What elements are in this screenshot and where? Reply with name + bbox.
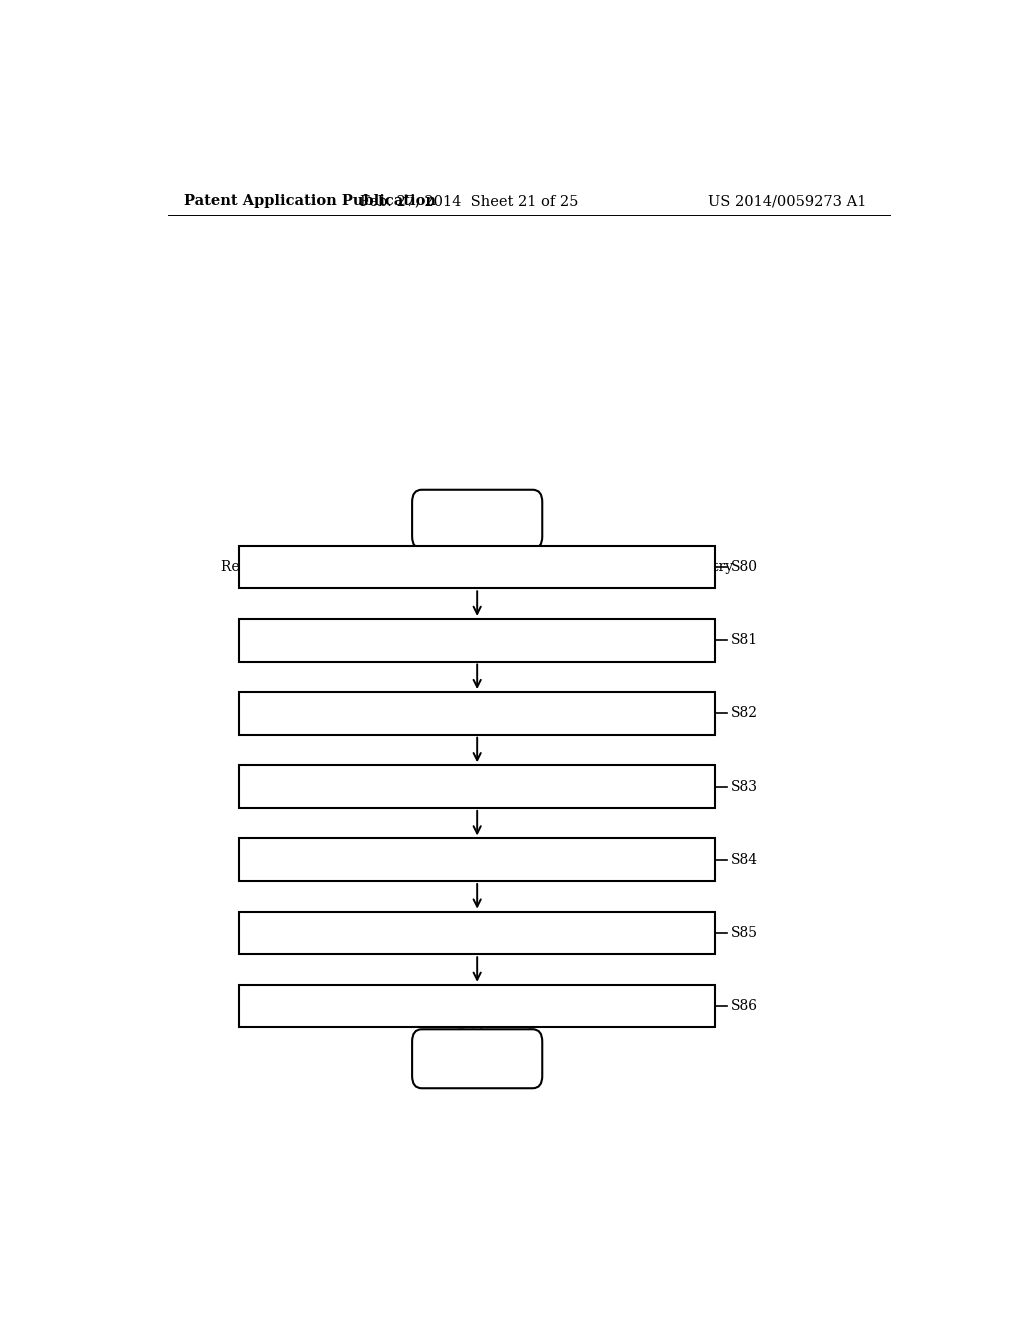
Text: Start writing first file data into data AU: Start writing first file data into data … bbox=[337, 780, 617, 793]
FancyBboxPatch shape bbox=[240, 912, 715, 954]
Text: S80: S80 bbox=[731, 560, 758, 574]
Text: End: End bbox=[462, 1052, 493, 1065]
Text: Receive second file writing request from application: Receive second file writing request from… bbox=[292, 853, 663, 867]
Text: S84: S84 bbox=[731, 853, 758, 867]
Text: US 2014/0059273 A1: US 2014/0059273 A1 bbox=[708, 194, 866, 209]
Text: Feb. 27, 2014  Sheet 21 of 25: Feb. 27, 2014 Sheet 21 of 25 bbox=[360, 194, 579, 209]
Text: Reserve data writing AU (data AU) different from AU for directory entry: Reserve data writing AU (data AU) differ… bbox=[221, 560, 733, 574]
Text: S85: S85 bbox=[731, 925, 758, 940]
Text: FIG. 28: FIG. 28 bbox=[410, 1001, 545, 1035]
FancyBboxPatch shape bbox=[412, 490, 543, 549]
Text: S86: S86 bbox=[731, 999, 758, 1012]
Text: Patent Application Publication: Patent Application Publication bbox=[183, 194, 435, 209]
FancyBboxPatch shape bbox=[240, 766, 715, 808]
Text: Receive first file writing request from application: Receive first file writing request from … bbox=[302, 634, 652, 647]
Text: Create file entry of first file in directory entry: Create file entry of first file in direc… bbox=[315, 706, 639, 721]
Text: Alternately write first file data and second file data into data AU: Alternately write first file data and se… bbox=[249, 999, 706, 1012]
FancyBboxPatch shape bbox=[240, 985, 715, 1027]
FancyBboxPatch shape bbox=[240, 838, 715, 880]
FancyBboxPatch shape bbox=[240, 692, 715, 735]
Text: Create file entry of second file in directory entry: Create file entry of second file in dire… bbox=[305, 925, 649, 940]
FancyBboxPatch shape bbox=[412, 1030, 543, 1088]
Text: Start: Start bbox=[458, 512, 497, 527]
FancyBboxPatch shape bbox=[240, 545, 715, 589]
Text: S81: S81 bbox=[731, 634, 758, 647]
Text: S83: S83 bbox=[731, 780, 758, 793]
Text: S82: S82 bbox=[731, 706, 758, 721]
FancyBboxPatch shape bbox=[240, 619, 715, 661]
